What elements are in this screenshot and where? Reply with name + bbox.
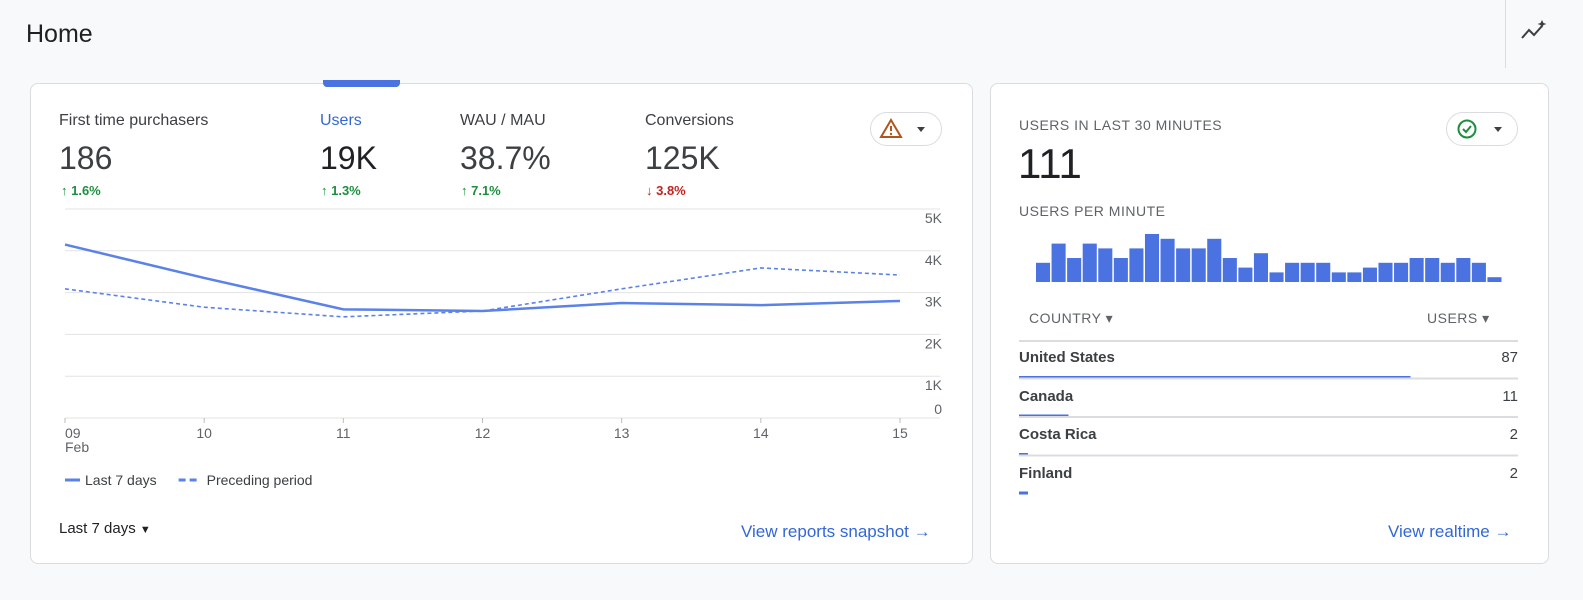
bar bbox=[1207, 238, 1222, 282]
metric-value: 125K bbox=[645, 140, 720, 176]
y-tick-label: 4K bbox=[925, 252, 943, 268]
metric-label[interactable]: WAU / MAU bbox=[460, 112, 546, 129]
bar bbox=[1471, 262, 1486, 282]
realtime-link-text: View realtime bbox=[1388, 522, 1490, 541]
metric-value: 38.7% bbox=[460, 140, 551, 176]
metric-change: ↑ 7.1% bbox=[461, 183, 501, 198]
realtime-card bbox=[990, 83, 1549, 564]
bar bbox=[1331, 272, 1346, 282]
y-tick-label: 5K bbox=[925, 210, 943, 226]
alert-button[interactable] bbox=[870, 112, 942, 146]
metric-change: ↑ 1.3% bbox=[321, 183, 361, 198]
series-line bbox=[64, 267, 901, 318]
bar bbox=[1051, 243, 1066, 282]
metric-value: 19K bbox=[320, 140, 377, 176]
period-dropdown[interactable]: Last 7 days ▼ bbox=[59, 520, 151, 537]
divider bbox=[1505, 0, 1506, 68]
bar bbox=[1440, 262, 1455, 282]
page-title: Home bbox=[26, 20, 93, 48]
country-name[interactable]: Finland bbox=[1019, 464, 1073, 482]
realtime-title: USERS IN LAST 30 MINUTES bbox=[1019, 117, 1223, 133]
column-header-text: USERS bbox=[1427, 310, 1478, 326]
country-name[interactable]: Costa Rica bbox=[1019, 426, 1097, 443]
bar bbox=[1129, 248, 1144, 282]
bar bbox=[1347, 272, 1362, 282]
bar bbox=[1144, 234, 1160, 282]
metric-change: ↓ 3.8% bbox=[646, 183, 686, 198]
y-tick-label: 3K bbox=[925, 294, 943, 310]
y-tick-label: 1K bbox=[925, 377, 943, 393]
snapshot-link[interactable]: View reports snapshot → bbox=[741, 522, 931, 541]
bar bbox=[1082, 243, 1097, 282]
bar bbox=[1409, 258, 1424, 282]
bar bbox=[1378, 262, 1393, 282]
users-bar bbox=[1019, 491, 1028, 495]
y-tick-label: 2K bbox=[925, 335, 943, 351]
bar-chart-title: USERS PER MINUTE bbox=[1019, 203, 1166, 219]
bar bbox=[1456, 258, 1471, 282]
x-tick-label: 13 bbox=[614, 425, 630, 441]
x-tick-label: 14 bbox=[753, 425, 769, 441]
bar bbox=[1222, 258, 1237, 282]
realtime-value: 111 bbox=[1018, 140, 1082, 187]
bar bbox=[1394, 262, 1409, 282]
bar bbox=[1300, 262, 1315, 282]
y-tick-label: 0 bbox=[934, 401, 942, 417]
legend-label: Last 7 days bbox=[85, 472, 157, 488]
country-users: 2 bbox=[1509, 464, 1518, 482]
country-users: 11 bbox=[1502, 387, 1518, 405]
period-label: Last 7 days bbox=[59, 520, 136, 537]
bar bbox=[1285, 262, 1300, 282]
bar bbox=[1160, 238, 1175, 282]
country-users: 2 bbox=[1509, 426, 1518, 443]
bar bbox=[1269, 272, 1284, 282]
country-name[interactable]: United States bbox=[1019, 349, 1115, 366]
bar bbox=[1098, 248, 1113, 282]
bar bbox=[1176, 248, 1191, 282]
bar bbox=[1253, 253, 1268, 282]
bar bbox=[1191, 248, 1206, 282]
bar bbox=[1362, 267, 1377, 282]
status-button[interactable] bbox=[1446, 112, 1518, 146]
country-users: 87 bbox=[1501, 349, 1518, 366]
insights-button[interactable] bbox=[1520, 20, 1548, 44]
x-month-label: Feb bbox=[65, 439, 89, 455]
column-header[interactable]: USERS ▾ bbox=[1427, 310, 1490, 326]
column-header[interactable]: COUNTRY ▾ bbox=[1029, 310, 1114, 326]
snapshot-link-text: View reports snapshot bbox=[741, 522, 909, 541]
bar bbox=[1238, 267, 1253, 282]
bar bbox=[1036, 262, 1051, 282]
series-line bbox=[64, 243, 901, 313]
metric-label[interactable]: Conversions bbox=[645, 112, 734, 129]
column-header-text: COUNTRY bbox=[1029, 310, 1102, 326]
bar bbox=[1067, 258, 1082, 282]
realtime-link[interactable]: View realtime → bbox=[1388, 522, 1512, 541]
bar bbox=[1487, 277, 1502, 282]
metric-change: ↑ 1.6% bbox=[61, 183, 101, 198]
x-tick-label: 09 bbox=[65, 425, 81, 441]
x-tick-label: 10 bbox=[196, 425, 212, 441]
metric-label[interactable]: First time purchasers bbox=[59, 112, 209, 129]
summary-card bbox=[30, 83, 973, 564]
metric-label[interactable]: Users bbox=[320, 112, 362, 129]
x-tick-label: 11 bbox=[336, 425, 351, 441]
bar bbox=[1113, 258, 1128, 282]
x-tick-label: 15 bbox=[892, 425, 908, 441]
bar bbox=[1425, 258, 1440, 282]
legend-label: Preceding period bbox=[207, 472, 313, 488]
x-tick-label: 12 bbox=[475, 425, 491, 441]
tab-indicator bbox=[323, 80, 400, 87]
country-name[interactable]: Canada bbox=[1019, 387, 1074, 405]
bar bbox=[1316, 262, 1331, 282]
metric-value: 186 bbox=[59, 140, 113, 176]
